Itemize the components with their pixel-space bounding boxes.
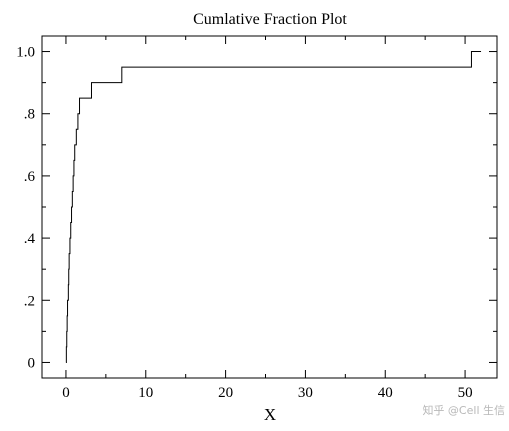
x-axis-label: X	[264, 405, 276, 424]
y-tick-label: .4	[24, 231, 36, 247]
plot-area-frame	[41, 35, 498, 379]
x-tick-label: 0	[62, 385, 70, 401]
y-tick-label: 1.0	[16, 45, 35, 61]
watermark-text: 知乎 @Cell 生信	[422, 403, 505, 417]
y-axis: 0 .2 .4 .6 .8 1.0	[16, 45, 497, 371]
cumulative-step-line	[65, 51, 482, 363]
y-tick-label: .2	[24, 293, 35, 309]
x-tick-label: 30	[298, 385, 313, 401]
x-tick-label: 50	[458, 385, 473, 401]
y-tick-label: .8	[24, 107, 35, 123]
chart-title: Cumlative Fraction Plot	[193, 11, 347, 28]
x-axis: 0 10 20 30 40 50	[62, 36, 473, 401]
x-tick-label: 10	[138, 385, 153, 401]
x-tick-label: 20	[218, 385, 233, 401]
y-tick-label: .6	[24, 169, 36, 185]
x-tick-label: 40	[378, 385, 393, 401]
y-tick-label: 0	[28, 355, 36, 371]
